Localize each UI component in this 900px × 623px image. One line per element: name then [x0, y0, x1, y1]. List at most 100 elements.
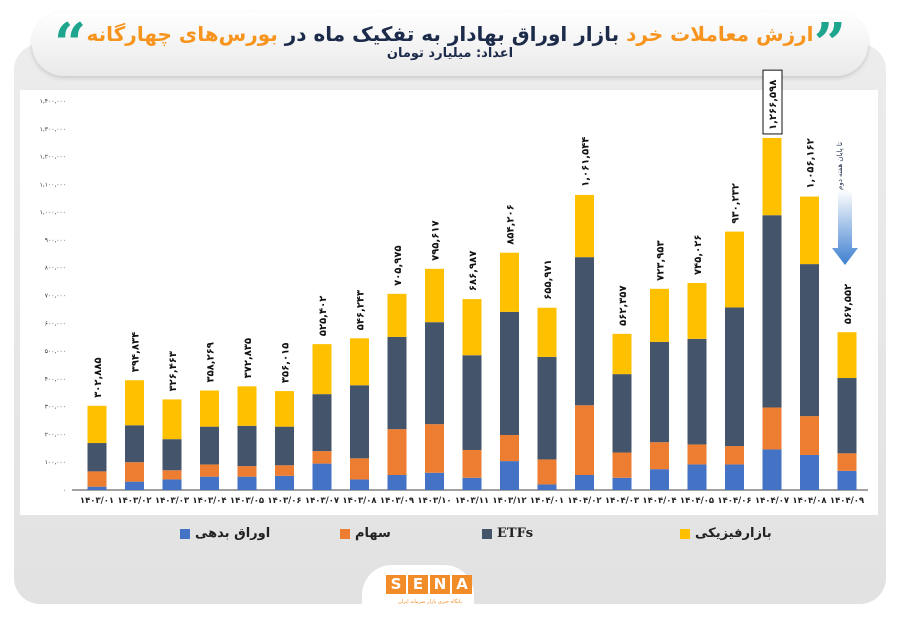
bar-segment-stocks: [612, 452, 632, 478]
bar-segment-etfs: [275, 426, 294, 466]
bar-segment-physical: [387, 293, 407, 337]
y-tick-label: ۷۰۰,۰۰۰: [45, 293, 66, 300]
bar-total-label: ۳۰۲,۸۸۵: [93, 357, 104, 397]
x-tick-label: ۱۴۰۳/۰۹: [380, 496, 415, 506]
bar-segment-stocks: [762, 407, 782, 450]
x-tick-label: ۱۴۰۳/۰۳: [155, 496, 190, 506]
logo-letter: E: [408, 575, 428, 594]
bar-segment-stocks: [387, 429, 407, 475]
legend: اوراق بدهی سهام ETFs بازارفیزیکی: [180, 526, 780, 546]
bar-total-label: ۵۶۷,۵۵۲: [843, 284, 854, 324]
x-tick-label: ۱۴۰۴/۰۷: [755, 496, 790, 506]
title-part-3: بورس‌های چهارگانه: [86, 22, 278, 46]
x-tick-label: ۱۴۰۴/۰۱: [530, 496, 564, 506]
bar-segment-debt: [500, 461, 519, 490]
bar-segment-debt: [162, 479, 182, 490]
y-tick-label: ۸۰۰,۰۰۰: [45, 265, 66, 272]
logo-letter: A: [452, 575, 472, 594]
y-tick-label: ۱,۴۰۰,۰۰۰: [40, 98, 66, 105]
x-tick-label: ۱۴۰۳/۱۱: [455, 496, 489, 506]
bar-segment-stocks: [462, 449, 482, 478]
bar-segment-physical: [462, 299, 482, 356]
bar-segment-stocks: [162, 470, 182, 480]
y-tick-label: ۱,۲۰۰,۰۰۰: [40, 154, 66, 161]
bar-segment-debt: [425, 472, 444, 490]
bar-segment-debt: [687, 464, 707, 490]
bar-total-label: ۱,۰۵۶,۱۶۲: [806, 138, 817, 188]
x-tick-label: ۱۴۰۳/۰۴: [192, 496, 226, 506]
bar-segment-stocks: [312, 451, 332, 464]
bar-segment-stocks: [87, 471, 107, 487]
bar-total-label: ۷۹۵,۶۱۷: [431, 220, 442, 260]
bar-segment-etfs: [462, 355, 482, 450]
bar-segment-debt: [237, 476, 257, 490]
legend-label-physical: بازارفیزیکی: [695, 526, 772, 541]
bar-total-label: ۶۵۵,۹۷۱: [543, 259, 554, 299]
x-tick-label: ۱۴۰۳/۰۱: [80, 496, 114, 506]
bar-segment-physical: [725, 231, 744, 308]
y-tick-label: ۱,۳۰۰,۰۰۰: [40, 126, 66, 133]
bar-segment-physical: [687, 282, 707, 339]
bar-segment-etfs: [500, 311, 519, 435]
bar-total-label: ۳۷۲,۸۳۵: [243, 338, 254, 378]
bar-segment-physical: [275, 391, 294, 427]
x-tick-label: ۱۴۰۳/۰۸: [342, 496, 377, 506]
annotation-text: تا پایان هفته دوم: [836, 142, 844, 190]
bar-segment-stocks: [725, 446, 744, 465]
x-tick-label: ۱۴۰۳/۰۲: [117, 496, 152, 506]
bar-total-label: ۳۵۸,۲۶۹: [206, 342, 217, 382]
bar-segment-stocks: [275, 465, 294, 476]
legend-item-debt: اوراق بدهی: [180, 526, 270, 541]
bar-segment-debt: [275, 475, 294, 490]
legend-swatch-stocks: [340, 528, 350, 539]
bar-total-label: ۹۳۰,۲۳۲: [731, 183, 742, 223]
bar-segment-stocks: [800, 416, 819, 455]
bar-segment-etfs: [612, 374, 632, 453]
x-tick-label: ۱۴۰۴/۰۲: [567, 496, 602, 506]
bar-segment-stocks: [200, 464, 219, 477]
bar-segment-physical: [537, 307, 557, 357]
bar-segment-stocks: [537, 459, 557, 485]
x-tick-label: ۱۴۰۴/۰۴: [642, 496, 676, 506]
bar-segment-physical: [425, 268, 444, 323]
y-tick-label: ۱,۱۰۰,۰۰۰: [40, 181, 66, 188]
bar-segment-stocks: [237, 466, 257, 477]
x-tick-label: ۱۴۰۳/۱۰: [417, 496, 451, 506]
bar-total-label: ۳۲۶,۴۶۳: [168, 351, 179, 391]
x-tick-label: ۱۴۰۴/۰۵: [680, 496, 714, 506]
chart-title: ارزش معاملات خرد بازار اوراق بهادار به ت…: [32, 22, 868, 46]
x-tick-label: ۱۴۰۴/۰۹: [830, 496, 865, 506]
bar-segment-physical: [650, 288, 669, 342]
bar-segment-debt: [87, 486, 107, 490]
logo-tagline: پایگاه خبری بازار سرمایه ایران: [398, 599, 462, 605]
y-tick-label: ۹۰۰,۰۰۰: [45, 237, 66, 244]
bar-segment-physical: [350, 338, 369, 386]
x-tick-label: ۱۴۰۳/۰۵: [230, 496, 264, 506]
bar-segment-etfs: [800, 264, 819, 417]
bar-segment-etfs: [312, 394, 332, 452]
legend-swatch-debt: [180, 528, 190, 539]
y-tick-label: ۳۰۰,۰۰۰: [45, 404, 66, 411]
quote-open-icon: “: [54, 11, 87, 77]
bar-segment-debt: [725, 464, 744, 490]
bar-segment-physical: [762, 137, 782, 216]
bar-total-label: ۳۹۴,۸۳۴: [131, 332, 142, 372]
bar-total-label: ۳۵۶,۰۱۵: [281, 343, 292, 383]
quote-close-icon: ”: [813, 11, 846, 77]
bar-segment-debt: [462, 477, 482, 490]
x-tick-label: ۱۴۰۳/۰۷: [305, 496, 340, 506]
bar-segment-physical: [237, 386, 257, 426]
bar-segment-debt: [650, 469, 669, 490]
bar-segment-debt: [575, 474, 594, 490]
x-tick-label: ۱۴۰۴/۰۶: [717, 496, 751, 506]
y-tick-label: ۴۰۰,۰۰۰: [45, 376, 66, 383]
bar-segment-etfs: [387, 336, 407, 430]
legend-item-etfs: ETFs: [482, 526, 533, 541]
bar-segment-etfs: [575, 257, 594, 406]
legend-item-physical: بازارفیزیکی: [680, 526, 772, 541]
bar-total-label: ۶۸۶,۹۸۷: [468, 251, 479, 291]
bar-segment-stocks: [425, 424, 444, 473]
bar-segment-stocks: [650, 442, 669, 470]
bar-segment-etfs: [125, 425, 144, 463]
